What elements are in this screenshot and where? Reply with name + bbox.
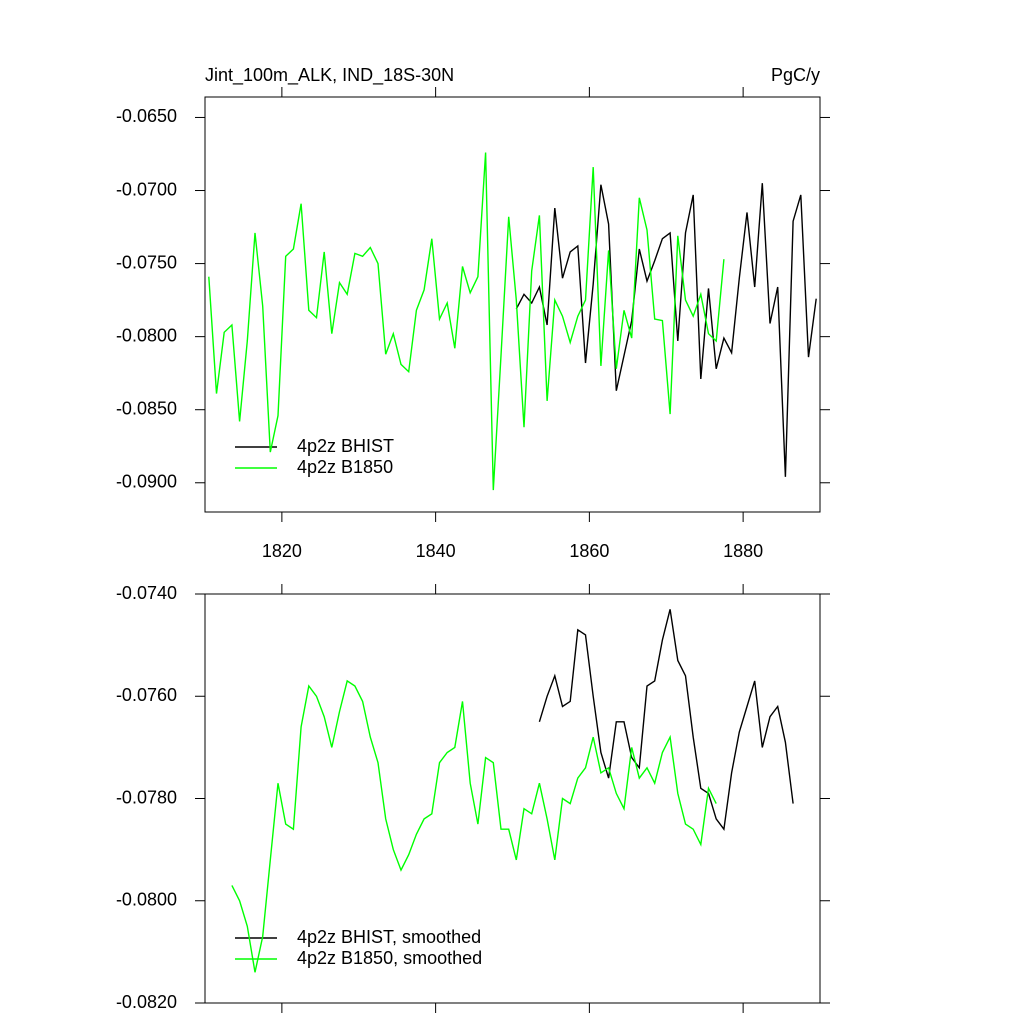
legend-label: 4p2z BHIST xyxy=(297,436,394,456)
legend-label: 4p2z B1850, smoothed xyxy=(297,948,482,968)
y-tick-label: -0.0750 xyxy=(116,252,177,272)
data-line xyxy=(231,679,717,973)
y-tick-label: -0.0700 xyxy=(116,179,177,199)
x-tick-label: 1840 xyxy=(416,541,456,561)
y-tick-label: -0.0850 xyxy=(116,398,177,418)
x-tick-label: 1820 xyxy=(262,541,302,561)
data-line xyxy=(208,152,725,491)
plot-frame xyxy=(204,96,821,513)
y-tick-label: -0.0740 xyxy=(116,583,177,603)
data-line xyxy=(538,609,794,831)
legend-label: 4p2z BHIST, smoothed xyxy=(297,927,481,947)
x-tick-label: 1880 xyxy=(723,541,763,561)
legend-label: 4p2z B1850 xyxy=(297,457,393,477)
y-tick-label: -0.0900 xyxy=(116,472,177,492)
y-tick-label: -0.0820 xyxy=(116,992,177,1012)
y-tick-label: -0.0760 xyxy=(116,685,177,705)
chart-title: Jint_100m_ALK, IND_18S-30N xyxy=(205,65,454,86)
y-tick-label: -0.0800 xyxy=(116,890,177,910)
x-tick-label: 1860 xyxy=(569,541,609,561)
units-label: PgC/y xyxy=(771,65,820,85)
data-line xyxy=(515,183,817,477)
y-tick-label: -0.0780 xyxy=(116,787,177,807)
y-tick-label: -0.0650 xyxy=(116,106,177,126)
y-tick-label: -0.0800 xyxy=(116,325,177,345)
